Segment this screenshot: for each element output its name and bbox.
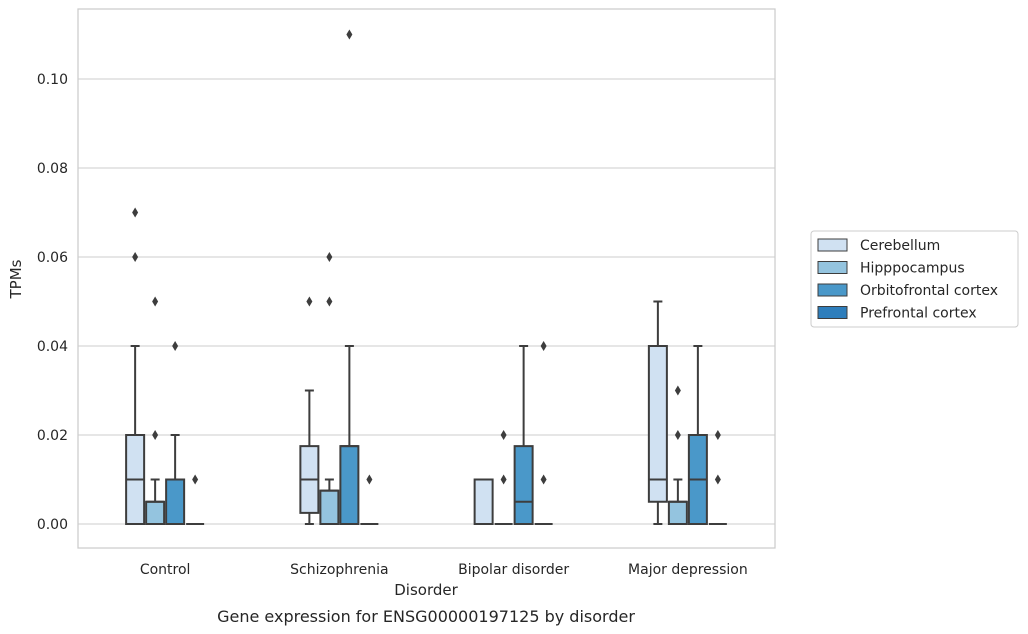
box-prefrontal-cortex	[360, 474, 379, 525]
outlier-point	[674, 430, 681, 440]
box-hipppocampus	[319, 252, 340, 525]
box-orbitofrontal-cortex	[513, 345, 534, 525]
box-hipppocampus	[145, 296, 166, 525]
outlier-point	[674, 385, 681, 396]
box-iqr	[165, 478, 186, 525]
legend-label: Orbitofrontal cortex	[860, 283, 998, 299]
y-axis-label: TPMs	[7, 259, 25, 299]
box-prefrontal-cortex	[708, 430, 727, 525]
box-orbitofrontal-cortex	[687, 345, 708, 525]
box-iqr	[513, 445, 534, 525]
plot-frame	[77, 8, 776, 549]
y-axis-ticks: 0.00 0.02 0.04 0.06 0.08 0.10	[37, 72, 68, 533]
outlier-point	[366, 474, 373, 485]
outlier-point	[152, 296, 159, 307]
box-iqr	[473, 478, 494, 525]
outlier-point	[172, 341, 179, 351]
y-tick-label: 0.08	[37, 161, 68, 177]
box-orbitofrontal-cortex	[339, 29, 360, 525]
y-tick-label: 0.04	[37, 339, 68, 355]
outlier-point	[306, 296, 313, 307]
y-tick-label: 0.00	[37, 517, 68, 533]
legend-items: Cerebellum Hipppocampus Orbitofrontal cort…	[817, 238, 998, 322]
box-cerebellum	[125, 207, 146, 525]
box-cerebellum	[299, 296, 320, 525]
outlier-point	[500, 474, 507, 485]
x-tick-label: Schizophrenia	[290, 562, 388, 578]
box-iqr	[339, 445, 360, 525]
legend-swatch	[817, 283, 848, 297]
box-iqr	[647, 345, 668, 503]
legend-swatch	[817, 261, 848, 274]
outlier-point	[714, 430, 721, 440]
box-cerebellum	[647, 300, 668, 525]
box-series	[125, 29, 727, 525]
x-tick-label: Major depression	[628, 562, 748, 578]
box-prefrontal-cortex	[186, 474, 205, 525]
box-cerebellum	[473, 478, 494, 525]
y-tick-label: 0.10	[37, 72, 68, 88]
legend-label: Hipppocampus	[860, 261, 965, 277]
outlier-point	[714, 474, 721, 485]
outlier-point	[346, 29, 353, 40]
y-tick-label: 0.06	[37, 250, 68, 266]
x-tick-label: Control	[140, 562, 191, 578]
box-hipppocampus	[667, 385, 688, 525]
outlier-point	[540, 474, 547, 485]
plot-background	[78, 9, 775, 548]
box-orbitofrontal-cortex	[165, 341, 186, 525]
box-iqr	[145, 500, 166, 525]
legend-swatch	[817, 238, 848, 252]
outlier-point	[132, 207, 139, 218]
outlier-point	[192, 474, 199, 485]
legend-frame	[810, 230, 1019, 328]
outlier-point	[540, 341, 547, 351]
outlier-point	[326, 296, 333, 307]
x-tick-label: Bipolar disorder	[458, 562, 569, 578]
outlier-point	[500, 430, 507, 440]
legend-swatch	[817, 306, 848, 319]
box-iqr	[667, 500, 688, 525]
box-prefrontal-cortex	[534, 341, 553, 525]
outlier-point	[152, 430, 159, 440]
legend: Cerebellum Hipppocampus Orbitofrontal cort…	[810, 230, 1019, 328]
box-iqr	[319, 489, 340, 525]
y-tick-label: 0.02	[37, 428, 68, 444]
legend-label: Cerebellum	[860, 238, 940, 254]
outlier-point	[326, 252, 333, 262]
outlier-point	[132, 252, 139, 262]
box-hipppocampus	[494, 430, 513, 525]
x-axis-ticks: Control Schizophrenia Bipolar disorder Majo…	[140, 562, 748, 578]
legend-label: Prefrontal cortex	[860, 306, 977, 322]
chart-caption: Gene expression for ENSG00000197125 by d…	[217, 607, 635, 626]
x-axis-label: Disorder	[394, 581, 458, 599]
